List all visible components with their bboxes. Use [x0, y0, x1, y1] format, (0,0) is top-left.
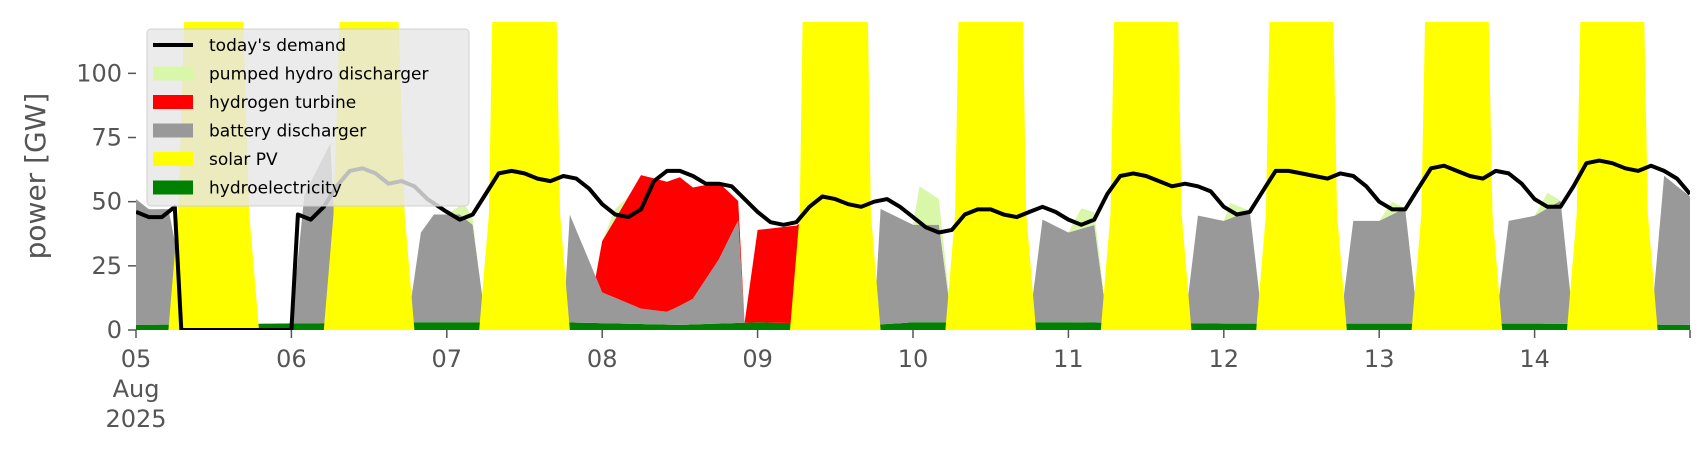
- x-tick-label-2025-08-14: 14: [1519, 345, 1550, 373]
- x-tick-label-2025-08-05: 05 Aug 2025: [105, 345, 166, 433]
- y-axis-title: power [GW]: [19, 93, 52, 260]
- x-tick-label-2025-08-07: 07: [432, 345, 463, 373]
- y-tick-label-75: 75: [91, 124, 122, 152]
- legend-swatch-hydroelectricity: [153, 180, 193, 195]
- y-tick-label-0: 0: [107, 316, 122, 344]
- demand-line: [136, 158, 1690, 330]
- solar-day-3: [479, 22, 570, 330]
- area-battery-discharger: [136, 143, 1690, 325]
- x-tick-label-2025-08-06: 06: [276, 345, 307, 373]
- legend-label-hydroelectricity: hydroelectricity: [209, 179, 342, 199]
- demand-line-layer: [136, 158, 1690, 330]
- legend-swatch-solar-pv: [153, 152, 193, 166]
- legend: today's demand pumped hydro discharger hyd…: [146, 28, 470, 207]
- legend-label-battery-discharger: battery discharger: [209, 122, 366, 142]
- solar-day-6: [1100, 22, 1192, 330]
- y-tick-label-25: 25: [91, 252, 122, 280]
- legend-background: [146, 28, 470, 207]
- solar-day-9: [1567, 22, 1658, 330]
- solar-day-8: [1411, 22, 1503, 330]
- legend-label-today-s-demand: today's demand: [209, 36, 346, 56]
- legend-label-hydrogen-turbine: hydrogen turbine: [209, 93, 356, 113]
- legend-label-pumped-hydro-discharger: pumped hydro discharger: [209, 65, 428, 85]
- solar-day-5: [945, 22, 1036, 330]
- x-tick-label-2025-08-11: 11: [1053, 345, 1084, 373]
- legend-swatch-battery-discharger: [153, 123, 193, 138]
- solar-day-7: [1256, 22, 1347, 330]
- y-tick-label-50: 50: [91, 188, 122, 216]
- x-tick-label-2025-08-10: 10: [898, 345, 929, 373]
- legend-label-solar-pv: solar PV: [209, 150, 278, 170]
- solar-layer: [168, 22, 1658, 330]
- x-tick-label-2025-08-09: 09: [742, 345, 773, 373]
- x-tick-label-2025-08-12: 12: [1209, 345, 1240, 373]
- axes-layer: 0 25 50 75 100 05 Aug 2025 06 07 08 09 10 11 12 13 14: [76, 59, 1691, 433]
- legend-swatch-hydrogen-turbine: [153, 95, 193, 109]
- y-tick-label-100: 100: [76, 59, 122, 87]
- x-tick-label-2025-08-08: 08: [587, 345, 618, 373]
- x-tick-label-2025-08-13: 13: [1364, 345, 1395, 373]
- solar-day-4: [790, 22, 881, 330]
- legend-swatch-pumped-hydro-discharger: [153, 66, 193, 81]
